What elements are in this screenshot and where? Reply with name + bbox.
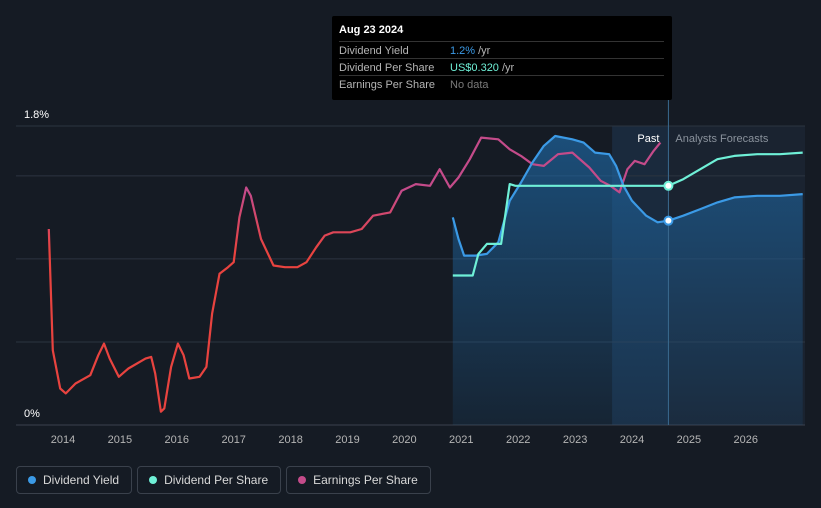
forecast-label: Analysts Forecasts (675, 133, 768, 145)
y-tick-label: 0% (24, 408, 40, 420)
dividend-yield-area (452, 136, 803, 425)
legend-dot-icon (149, 476, 158, 484)
legend-label: Earnings Per Share (313, 473, 418, 487)
legend-item-dividend-yield[interactable]: Dividend Yield (16, 466, 133, 494)
dividend-yield-line (451, 134, 803, 257)
earnings-per-share-line (47, 136, 662, 413)
legend-dot-icon (28, 476, 36, 484)
tooltip-label: Earnings Per Share (339, 79, 435, 91)
legend: Dividend Yield Dividend Per Share Earnin… (16, 466, 436, 494)
past-label: Past (637, 133, 659, 145)
x-tick-label: 2018 (278, 434, 302, 446)
tooltip-date: Aug 23 2024 (339, 24, 404, 36)
x-tick-label: 2019 (335, 434, 359, 446)
dividend-yield-marker (663, 215, 674, 226)
x-tick-label: 2024 (620, 434, 644, 446)
x-tick-label: 2017 (221, 434, 245, 446)
legend-label: Dividend Per Share (164, 473, 269, 487)
tooltip-row-dividend-yield: Dividend Yield 1.2%/yr (339, 41, 664, 59)
x-tick-label: 2020 (392, 434, 416, 446)
dividend-per-share-marker (663, 180, 674, 191)
dividend-per-share-line (452, 151, 803, 277)
x-tick-label: 2025 (677, 434, 701, 446)
tooltip-label: Dividend Per Share (339, 62, 435, 74)
x-tick-label: 2026 (734, 434, 758, 446)
tooltip-value: No data (450, 79, 489, 91)
x-tick-label: 2022 (506, 434, 530, 446)
legend-dot-icon (298, 476, 307, 484)
x-tick-label: 2015 (108, 434, 132, 446)
tooltip-row-earnings-per-share: Earnings Per Share No data (339, 75, 664, 93)
x-tick-label: 2014 (51, 434, 75, 446)
tooltip-value: 1.2%/yr (450, 45, 491, 57)
hover-tooltip: Aug 23 2024 Dividend Yield 1.2%/yr Divid… (332, 16, 672, 100)
x-tick-label: 2023 (563, 434, 587, 446)
legend-item-earnings-per-share[interactable]: Earnings Per Share (286, 466, 431, 494)
tooltip-label: Dividend Yield (339, 45, 409, 57)
tooltip-row-dividend-per-share: Dividend Per Share US$0.320/yr (339, 58, 664, 76)
y-tick-label: 1.8% (24, 109, 49, 121)
x-tick-label: 2021 (449, 434, 473, 446)
tooltip-value: US$0.320/yr (450, 62, 515, 74)
legend-label: Dividend Yield (43, 473, 120, 487)
x-tick-label: 2016 (165, 434, 189, 446)
legend-item-dividend-per-share[interactable]: Dividend Per Share (137, 466, 282, 494)
